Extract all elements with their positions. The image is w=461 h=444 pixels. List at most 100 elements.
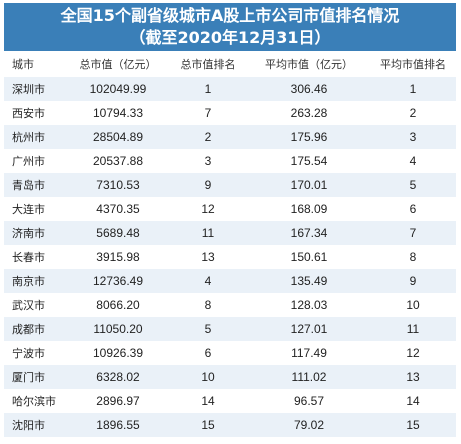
header-average-market-cap: 平均市值（亿元） [248,51,370,77]
total-market-cap-cell: 7310.53 [68,173,168,197]
table-row: 青岛市 7310.53 9 170.01 5 [4,173,456,197]
total-market-cap-cell: 11050.20 [68,317,168,341]
total-rank-cell: 2 [168,125,248,149]
average-market-cap-cell: 168.09 [248,197,370,221]
total-rank-cell: 6 [168,341,248,365]
total-market-cap-cell: 10794.33 [68,101,168,125]
average-market-cap-cell: 96.57 [248,389,370,413]
average-rank-cell: 7 [370,221,456,245]
table-row: 深圳市 102049.99 1 306.46 1 [4,77,456,101]
average-market-cap-cell: 167.34 [248,221,370,245]
total-market-cap-cell: 4370.35 [68,197,168,221]
average-market-cap-cell: 111.02 [248,365,370,389]
city-cell: 西安市 [4,101,68,125]
average-rank-cell: 2 [370,101,456,125]
total-rank-cell: 13 [168,245,248,269]
average-market-cap-cell: 127.01 [248,317,370,341]
city-cell: 青岛市 [4,173,68,197]
table-row: 成都市 11050.20 5 127.01 11 [4,317,456,341]
average-rank-cell: 4 [370,149,456,173]
average-rank-cell: 3 [370,125,456,149]
average-market-cap-cell: 263.28 [248,101,370,125]
total-rank-cell: 14 [168,389,248,413]
table-row: 厦门市 6328.02 10 111.02 13 [4,365,456,389]
total-rank-cell: 11 [168,221,248,245]
table-row: 武汉市 8066.20 8 128.03 10 [4,293,456,317]
average-rank-cell: 15 [370,413,456,437]
average-rank-cell: 5 [370,173,456,197]
average-market-cap-cell: 175.96 [248,125,370,149]
average-market-cap-cell: 175.54 [248,149,370,173]
city-cell: 武汉市 [4,293,68,317]
table-row: 西安市 10794.33 7 263.28 2 [4,101,456,125]
table-row: 济南市 5689.48 11 167.34 7 [4,221,456,245]
total-market-cap-cell: 1896.55 [68,413,168,437]
table-subtitle-date: （截至2020年12月31日） [129,28,331,47]
total-rank-cell: 1 [168,77,248,101]
city-cell: 大连市 [4,197,68,221]
total-rank-cell: 9 [168,173,248,197]
city-cell: 济南市 [4,221,68,245]
total-market-cap-cell: 5689.48 [68,221,168,245]
table-row: 长春市 3915.98 13 150.61 8 [4,245,456,269]
average-market-cap-cell: 128.03 [248,293,370,317]
total-rank-cell: 3 [168,149,248,173]
average-market-cap-cell: 135.49 [248,269,370,293]
header-row: 城市 总市值（亿元） 总市值排名 平均市值（亿元） 平均市值排名 [4,51,456,77]
market-cap-table: 城市 总市值（亿元） 总市值排名 平均市值（亿元） 平均市值排名 深圳市 1020… [4,51,456,437]
header-average-rank: 平均市值排名 [370,51,456,77]
total-market-cap-cell: 102049.99 [68,77,168,101]
city-cell: 深圳市 [4,77,68,101]
average-rank-cell: 1 [370,77,456,101]
total-rank-cell: 15 [168,413,248,437]
average-market-cap-cell: 306.46 [248,77,370,101]
total-rank-cell: 5 [168,317,248,341]
average-rank-cell: 6 [370,197,456,221]
total-market-cap-cell: 10926.39 [68,341,168,365]
total-rank-cell: 8 [168,293,248,317]
average-market-cap-cell: 79.02 [248,413,370,437]
table-row: 杭州市 28504.89 2 175.96 3 [4,125,456,149]
header-total-market-cap: 总市值（亿元） [68,51,168,77]
header-city: 城市 [4,51,68,77]
total-market-cap-cell: 20537.88 [68,149,168,173]
city-cell: 杭州市 [4,125,68,149]
ranking-card: 全国15个副省级城市A股上市公司市值排名情况 （截至2020年12月31日） 城… [4,3,456,437]
total-market-cap-cell: 6328.02 [68,365,168,389]
average-market-cap-cell: 117.49 [248,341,370,365]
average-rank-cell: 8 [370,245,456,269]
city-cell: 南京市 [4,269,68,293]
city-cell: 成都市 [4,317,68,341]
city-cell: 哈尔滨市 [4,389,68,413]
total-rank-cell: 7 [168,101,248,125]
table-row: 沈阳市 1896.55 15 79.02 15 [4,413,456,437]
total-market-cap-cell: 3915.98 [68,245,168,269]
average-rank-cell: 9 [370,269,456,293]
total-rank-cell: 10 [168,365,248,389]
table-row: 宁波市 10926.39 6 117.49 12 [4,341,456,365]
total-market-cap-cell: 2896.97 [68,389,168,413]
table-row: 大连市 4370.35 12 168.09 6 [4,197,456,221]
city-cell: 广州市 [4,149,68,173]
city-cell: 厦门市 [4,365,68,389]
average-rank-cell: 11 [370,317,456,341]
city-cell: 宁波市 [4,341,68,365]
city-cell: 沈阳市 [4,413,68,437]
table-body: 深圳市 102049.99 1 306.46 1 西安市 10794.33 7 263.28 2 杭… [4,77,456,437]
average-market-cap-cell: 170.01 [248,173,370,197]
average-rank-cell: 14 [370,389,456,413]
average-market-cap-cell: 150.61 [248,245,370,269]
total-market-cap-cell: 28504.89 [68,125,168,149]
total-market-cap-cell: 8066.20 [68,293,168,317]
title-banner: 全国15个副省级城市A股上市公司市值排名情况 （截至2020年12月31日） [4,3,456,51]
average-rank-cell: 13 [370,365,456,389]
total-rank-cell: 4 [168,269,248,293]
table-title: 全国15个副省级城市A股上市公司市值排名情况 [60,6,400,25]
total-market-cap-cell: 12736.49 [68,269,168,293]
average-rank-cell: 12 [370,341,456,365]
table-row: 广州市 20537.88 3 175.54 4 [4,149,456,173]
header-total-rank: 总市值排名 [168,51,248,77]
average-rank-cell: 10 [370,293,456,317]
table-row: 南京市 12736.49 4 135.49 9 [4,269,456,293]
table-row: 哈尔滨市 2896.97 14 96.57 14 [4,389,456,413]
